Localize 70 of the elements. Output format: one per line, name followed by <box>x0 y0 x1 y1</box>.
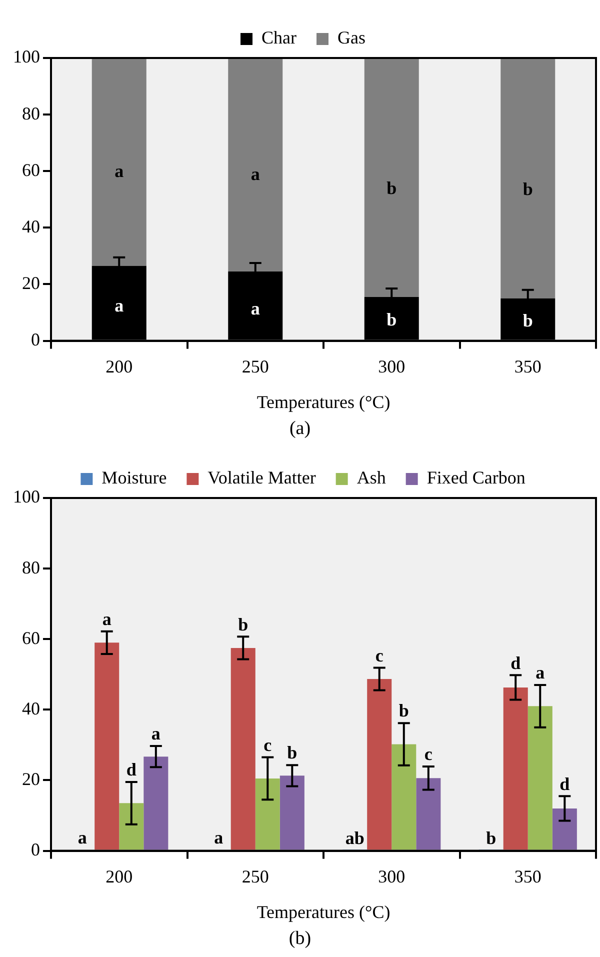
text: (b) <box>288 928 312 950</box>
x-tick-label: 200 <box>106 356 133 376</box>
data-label: a <box>114 296 124 316</box>
data-label: b <box>522 178 533 199</box>
legend-label: Gas <box>338 28 366 48</box>
legend-label: Moisture <box>102 468 167 488</box>
data-label: b <box>386 178 397 198</box>
data-label: c <box>424 744 432 764</box>
data-label: b <box>486 828 496 848</box>
y-tick-label: 20 <box>22 272 40 293</box>
bar <box>392 744 416 850</box>
x-tick-label: 250 <box>242 356 269 376</box>
legend-label: Ash <box>356 468 386 488</box>
data-label: a <box>214 827 224 848</box>
data-label: c <box>264 734 272 755</box>
y-tick-label: 100 <box>13 486 40 507</box>
data-label: d <box>560 774 570 794</box>
text: (a) <box>288 418 312 440</box>
y-tick-label: 80 <box>22 103 40 124</box>
bar <box>230 648 256 850</box>
legend-label: Char <box>262 28 297 48</box>
bar <box>500 58 556 298</box>
y-tick-label: 60 <box>22 160 40 180</box>
bar <box>144 756 168 850</box>
bar <box>228 58 283 272</box>
bar <box>503 687 528 850</box>
bar <box>416 778 441 850</box>
y-tick-label: 80 <box>22 557 40 578</box>
data-label: ab <box>345 828 364 848</box>
data-label: a <box>102 609 112 630</box>
y-tick-label: 0 <box>31 330 40 350</box>
data-label: b <box>287 742 298 763</box>
y-tick-label: 40 <box>22 698 40 718</box>
bar <box>119 803 144 850</box>
data-label: b <box>238 614 248 634</box>
x-axis-title: Temperatures (°C) <box>256 902 390 922</box>
x-tick-label: 350 <box>514 866 542 886</box>
bar <box>280 776 304 850</box>
legend-label: Volatile Matter <box>208 468 316 488</box>
data-label: c <box>375 645 384 666</box>
legend-label: Fixed Carbon <box>426 468 526 488</box>
x-tick-label: 300 <box>378 866 406 886</box>
data-label: d <box>510 652 521 673</box>
data-label: a <box>78 827 87 848</box>
x-tick-label: 300 <box>378 356 406 376</box>
bar <box>528 706 552 850</box>
x-tick-label: 200 <box>106 866 133 886</box>
data-label: d <box>126 760 136 780</box>
y-tick-label: 60 <box>22 628 40 648</box>
bar <box>364 58 419 297</box>
data-label: b <box>522 310 533 330</box>
data-label: a <box>151 724 160 744</box>
x-tick-label: 350 <box>514 356 542 376</box>
x-axis-title: Temperatures (°C) <box>256 392 390 412</box>
y-tick-label: 20 <box>22 768 40 789</box>
data-label: a <box>250 164 260 184</box>
data-label: b <box>398 700 409 721</box>
bar <box>92 58 146 266</box>
bar <box>552 808 577 850</box>
data-label: a <box>114 160 124 181</box>
bar <box>367 678 392 850</box>
bar <box>94 642 120 850</box>
y-tick-label: 100 <box>13 46 40 67</box>
x-tick-label: 250 <box>242 866 269 886</box>
bar <box>255 778 280 850</box>
data-label: a <box>250 298 260 318</box>
data-label: a <box>536 662 545 683</box>
data-label: b <box>386 310 397 330</box>
y-tick-label: 40 <box>22 216 40 236</box>
y-tick-label: 0 <box>31 840 40 860</box>
